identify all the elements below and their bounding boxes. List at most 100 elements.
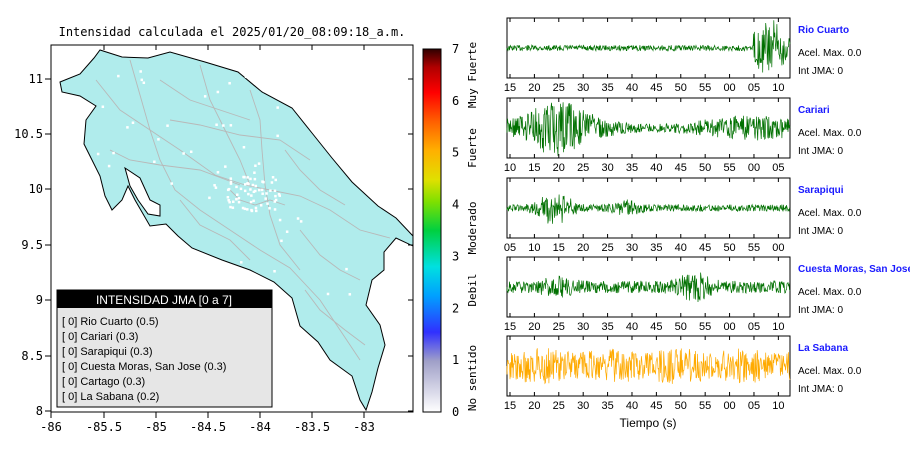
colorbar-tick: 0 xyxy=(452,405,459,419)
time-tick-label: 20 xyxy=(528,82,540,94)
time-tick-label: 10 xyxy=(772,321,784,333)
time-tick-label: 25 xyxy=(577,162,589,174)
time-tick-label: 10 xyxy=(504,162,516,174)
lon-tick-label: -86 xyxy=(40,420,62,434)
colorbar-tick: 2 xyxy=(452,301,459,315)
longitude-tick-labels: -86 -85.5 -85 -84.5 -84 -83.5 -83 xyxy=(40,420,375,434)
time-tick-label: 00 xyxy=(748,162,760,174)
time-tick-label: 35 xyxy=(601,82,613,94)
waveform-panel: 10 15 20 25 30 35 40 45 50 55 00 05 Cariari Acel. Max… xyxy=(504,97,862,174)
waveform-panels: 15 20 25 30 35 40 45 50 55 00 05 10 Rio Cuarto Acel. … xyxy=(504,17,910,412)
colorbar-label: Debil xyxy=(466,273,479,306)
lon-tick-label: -84 xyxy=(249,420,271,434)
time-tick-label: 30 xyxy=(577,321,589,333)
colorbar-label: No sentido xyxy=(466,345,479,411)
station-name: Cuesta Moras, San Jose xyxy=(798,264,910,275)
time-tick-label: 45 xyxy=(699,242,711,254)
time-tick-label: 45 xyxy=(650,321,662,333)
time-tick-label: 40 xyxy=(675,242,687,254)
jma-intensity: Int JMA: 0 xyxy=(798,305,843,316)
time-tick-label: 50 xyxy=(675,82,687,94)
lat-tick-label: 9 xyxy=(36,293,43,307)
colorbar-tick: 3 xyxy=(452,249,459,263)
colorbar-tick: 6 xyxy=(452,94,459,108)
time-tick-label: 25 xyxy=(553,400,565,412)
jma-intensity: Int JMA: 0 xyxy=(798,66,843,77)
time-tick-label: 10 xyxy=(772,82,784,94)
time-tick-label: 15 xyxy=(528,162,540,174)
colorbar-tick: 1 xyxy=(452,353,459,367)
time-tick-label: 00 xyxy=(723,321,735,333)
time-tick-label: 30 xyxy=(626,242,638,254)
lon-tick-label: -83.5 xyxy=(294,420,330,434)
jma-intensity: Int JMA: 0 xyxy=(798,384,843,395)
jma-intensity: Int JMA: 0 xyxy=(798,226,843,237)
legend-item: [ 0] Sarapiqui (0.3) xyxy=(62,346,153,358)
lat-tick-label: 9.5 xyxy=(21,238,43,252)
lon-tick-label: -85.5 xyxy=(86,420,122,434)
legend-header: INTENSIDAD JMA [0 a 7] xyxy=(96,293,232,307)
time-tick-label: 45 xyxy=(650,82,662,94)
lat-tick-label: 10 xyxy=(29,182,43,196)
road-network xyxy=(95,59,391,361)
station-name: Sarapiqui xyxy=(798,185,844,196)
time-tick-label: 50 xyxy=(675,400,687,412)
map-title: Intensidad calculada el 2025/01/20_08:09… xyxy=(59,25,406,39)
time-tick-label: 30 xyxy=(601,162,613,174)
time-tick-label: 55 xyxy=(748,242,760,254)
lon-tick-label: -84.5 xyxy=(190,420,226,434)
legend-item: [ 0] Rio Cuarto (0.5) xyxy=(62,316,159,328)
lat-tick-label: 10.5 xyxy=(14,127,43,141)
time-tick-label: 50 xyxy=(675,321,687,333)
max-acceleration: Acel. Max. 0.0 xyxy=(798,366,862,377)
legend-header-bar xyxy=(57,290,272,308)
time-tick-label: 45 xyxy=(675,162,687,174)
time-tick-label: 20 xyxy=(528,321,540,333)
colorbar-labels: Muy Fuerte Fuerte Moderado Debil No sentido xyxy=(466,42,479,411)
time-tick-label: 15 xyxy=(504,321,516,333)
time-tick-label: 00 xyxy=(723,400,735,412)
colorbar-label: Fuerte xyxy=(466,128,479,168)
colorbar-label: Moderado xyxy=(466,202,479,255)
time-axis-label: Tiempo (s) xyxy=(620,416,677,430)
colorbar-tick: 7 xyxy=(452,42,459,56)
time-tick-label: 00 xyxy=(772,242,784,254)
time-tick-label: 30 xyxy=(577,82,589,94)
time-tick-label: 25 xyxy=(553,82,565,94)
station-name: Cariari xyxy=(798,105,830,116)
waveform-trace xyxy=(506,348,791,385)
max-acceleration: Acel. Max. 0.0 xyxy=(798,128,862,139)
legend-item: [ 0] Cuesta Moras, San Jose (0.3) xyxy=(62,361,226,373)
waveform-trace xyxy=(506,272,791,303)
max-acceleration: Acel. Max. 0.0 xyxy=(798,208,862,219)
time-tick-label: 50 xyxy=(699,162,711,174)
time-tick-label: 15 xyxy=(504,400,516,412)
time-tick-label: 40 xyxy=(626,82,638,94)
map-axes xyxy=(45,45,413,418)
colorbar-label: Muy Fuerte xyxy=(466,42,479,108)
time-tick-label: 25 xyxy=(553,321,565,333)
time-tick-label: 35 xyxy=(626,162,638,174)
intensity-colorbar xyxy=(422,48,442,413)
legend-item: [ 0] Cartago (0.3) xyxy=(62,376,145,388)
time-tick-label: 15 xyxy=(504,82,516,94)
costa-rica-landmass xyxy=(59,49,413,412)
time-tick-label: 40 xyxy=(650,162,662,174)
colorbar-ticks: 7 6 5 4 3 2 1 0 xyxy=(452,42,459,419)
time-tick-label: 20 xyxy=(553,162,565,174)
time-tick-label: 15 xyxy=(553,242,565,254)
intensity-legend: INTENSIDAD JMA [0 a 7] [ 0] Rio Cuarto (… xyxy=(56,289,273,408)
time-tick-label: 25 xyxy=(601,242,613,254)
jma-intensity: Int JMA: 0 xyxy=(798,146,843,157)
time-tick-label: 55 xyxy=(699,400,711,412)
time-tick-label: 05 xyxy=(748,400,760,412)
legend-item: [ 0] Cariari (0.3) xyxy=(62,331,138,343)
time-tick-label: 05 xyxy=(504,242,516,254)
time-tick-label: 35 xyxy=(601,400,613,412)
time-tick-label: 30 xyxy=(577,400,589,412)
waveform-trace xyxy=(506,194,791,224)
station-name: La Sabana xyxy=(798,343,848,354)
time-tick-label: 10 xyxy=(772,400,784,412)
time-tick-label: 35 xyxy=(650,242,662,254)
